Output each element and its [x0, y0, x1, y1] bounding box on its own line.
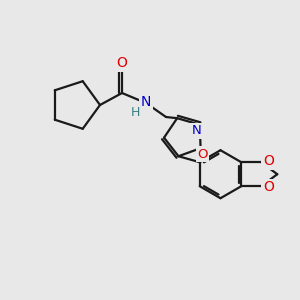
Text: N: N [141, 95, 151, 109]
Text: O: O [263, 180, 274, 194]
Text: H: H [130, 106, 140, 118]
Text: N: N [192, 124, 202, 137]
Text: O: O [117, 56, 128, 70]
Text: O: O [263, 154, 274, 168]
Text: O: O [197, 148, 208, 161]
